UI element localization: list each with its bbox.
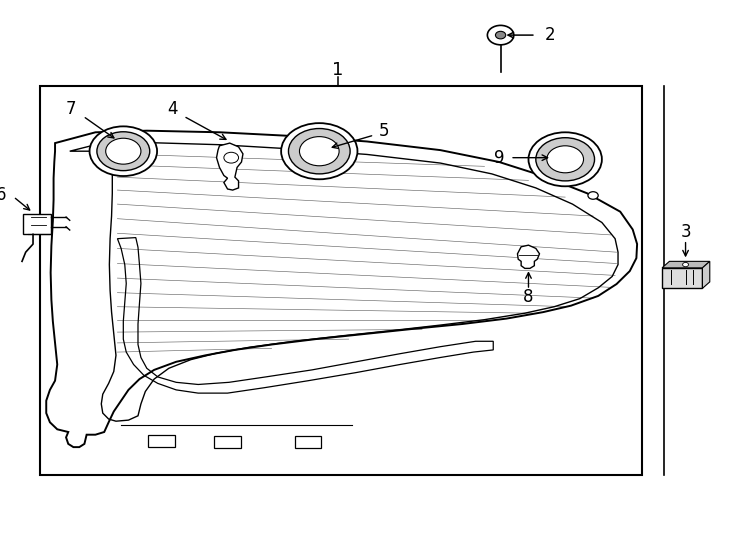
Polygon shape: [517, 245, 539, 268]
Circle shape: [90, 126, 157, 176]
Circle shape: [536, 138, 595, 181]
Bar: [295, 436, 321, 448]
Circle shape: [588, 192, 598, 199]
Bar: [662, 268, 702, 288]
Circle shape: [683, 262, 688, 267]
Text: 6: 6: [0, 186, 7, 205]
Circle shape: [97, 132, 150, 171]
Bar: [214, 436, 241, 448]
Text: 8: 8: [523, 288, 534, 306]
Text: 3: 3: [680, 223, 691, 241]
Text: 5: 5: [379, 122, 389, 140]
Text: 1: 1: [332, 61, 344, 79]
Polygon shape: [217, 143, 243, 190]
Circle shape: [106, 138, 141, 164]
Text: 7: 7: [65, 100, 76, 118]
Polygon shape: [662, 261, 710, 268]
Bar: [148, 435, 175, 447]
Bar: [40, 86, 642, 475]
Circle shape: [547, 146, 584, 173]
Circle shape: [495, 31, 506, 39]
Circle shape: [288, 129, 350, 174]
Polygon shape: [702, 261, 710, 288]
Text: 2: 2: [545, 26, 555, 44]
Circle shape: [281, 123, 357, 179]
Text: 4: 4: [167, 100, 178, 118]
Circle shape: [528, 132, 602, 186]
Circle shape: [487, 25, 514, 45]
Text: 9: 9: [494, 148, 504, 167]
Polygon shape: [46, 131, 637, 447]
Circle shape: [299, 137, 339, 166]
Bar: [23, 214, 51, 234]
